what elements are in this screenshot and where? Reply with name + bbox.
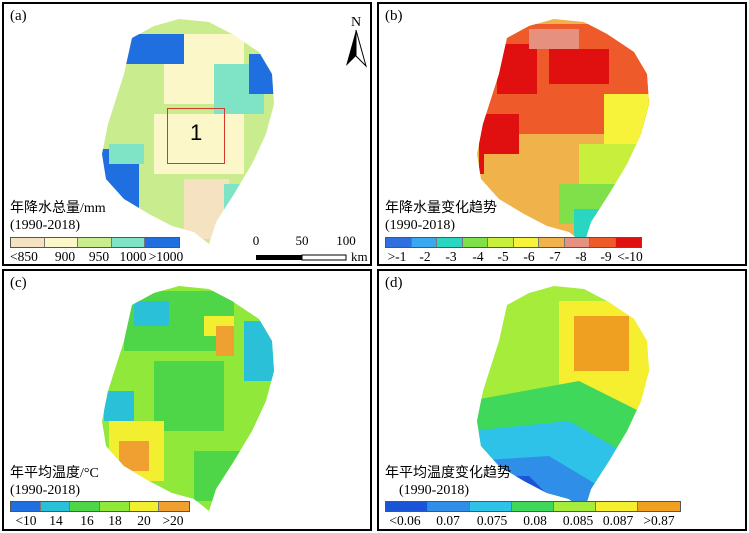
legend-c-tick: <10 [15,513,37,528]
scale-unit: km [351,249,368,264]
legend-b-swatch-7 [539,238,565,247]
legend-a-swatch-2 [44,238,79,247]
legend-b-swatch-6 [513,238,539,247]
panel-c-mean-temperature: (c) 年平均温度/°C (1990-2018) <10 14 16 18 20… [2,269,372,531]
legend-d-tick: 0.085 [562,513,594,528]
legend-a-swatch-1 [11,238,45,247]
map-a [102,19,274,244]
legend-d-swatch-5 [553,502,596,511]
panel-a-precipitation-total: (a) 1 N 年降水总量/mm (1990-2018) <850 900 95… [2,2,372,266]
legend-b-tick: -3 [445,249,457,264]
legend-d-tick: <0.06 [389,513,421,528]
scale-tick-0: 0 [253,234,260,248]
legend-c-swatch-1 [11,502,41,511]
legend-b-tick: -9 [600,249,612,264]
legend-d-tick: >0.87 [643,513,675,528]
legend-d-swatch-3 [469,502,512,511]
legend-c-swatch-2 [40,502,71,511]
panel-b-precipitation-trend: (b) 年降水量变化趋势 (1990-2018) >-1 -2 -3 -4 -5… [377,2,747,266]
legend-c-tick: 16 [80,513,94,528]
legend-a-swatch-3 [78,238,112,247]
legend-a-tick: >1000 [148,249,184,264]
legend-c-swatch-5 [129,502,160,511]
legend-b-swatch-4 [462,238,488,247]
legend-b-title: 年降水量变化趋势 (1990-2018) [385,200,497,234]
legend-b-tick: -8 [575,249,587,264]
legend-b-swatch-2 [411,238,437,247]
legend-c-tick: 14 [49,513,63,528]
legend-d-tick: 0.08 [523,513,547,528]
legend-c-tick: 18 [108,513,122,528]
map-c [102,286,274,511]
legend-d-swatch-4 [511,502,554,511]
panel-d-label: (d) [385,275,403,291]
legend-c-period: (1990-2018) [10,483,80,498]
panel-a-label: (a) [10,8,27,24]
legend-c-title-text: 年平均温度/°C [10,466,99,481]
legend-c-swatch-3 [70,502,100,511]
legend-b-tick: -5 [497,249,509,264]
study-area-label: 1 [190,120,203,145]
legend-a-title-text: 年降水总量/mm [10,201,106,216]
legend-b-tick: -4 [472,249,484,264]
legend-a-tick: 1000 [119,249,147,264]
legend-c-swatch-4 [99,502,130,511]
legend-b-swatch-8 [564,238,590,247]
legend-d-period: (1990-2018) [399,483,469,498]
legend-a-period: (1990-2018) [10,218,80,233]
panel-b-label: (b) [385,8,403,24]
legend-a-swatch-5 [145,238,179,247]
legend-d-tick: 0.075 [476,513,508,528]
legend-d-swatch-6 [595,502,638,511]
legend-b-title-text: 年降水量变化趋势 [385,201,497,216]
legend-d-tick: 0.087 [602,513,634,528]
legend-d-tick: 0.07 [436,513,460,528]
legend-d-swatch-7 [637,502,680,511]
legend-b-swatch-3 [437,238,463,247]
legend-b-tick: -7 [549,249,561,264]
legend-b-tick: -6 [523,249,535,264]
legend-c-title: 年平均温度/°C (1990-2018) [10,465,99,499]
legend-a-tick: 900 [54,249,76,264]
legend-c-colorbar [10,501,190,512]
legend-a-title: 年降水总量/mm (1990-2018) [10,200,106,234]
legend-b-colorbar [385,237,642,248]
legend-a-tick: 950 [88,249,110,264]
panel-d-temperature-trend: (d) 年平均温度变化趋势 (1990-2018) <0.06 0.07 0.0… [377,269,747,531]
legend-d-colorbar [385,501,681,512]
legend-d-swatch-1 [386,502,428,511]
legend-d-title-text: 年平均温度变化趋势 [385,466,511,481]
legend-c-tick: 20 [137,513,151,528]
legend-b-swatch-9 [590,238,616,247]
scale-tick-100: 100 [336,234,356,248]
panel-c-label: (c) [10,275,27,291]
legend-b-period: (1990-2018) [385,218,455,233]
legend-a-tick: <850 [10,249,38,264]
map-b [477,19,649,244]
legend-b-swatch-10 [615,238,641,247]
legend-b-swatch-1 [386,238,412,247]
legend-b-swatch-5 [488,238,514,247]
legend-b-tick: >-1 [387,249,407,264]
north-arrow-label: N [351,15,361,30]
scale-tick-50: 50 [296,234,309,248]
north-arrow-icon: N [346,15,367,68]
legend-c-swatch-6 [159,502,189,511]
legend-d-swatch-2 [427,502,470,511]
legend-b-tick: -2 [419,249,431,264]
legend-a-colorbar [10,237,180,248]
legend-d-title: 年平均温度变化趋势 (1990-2018) [385,465,511,499]
scale-bar: 0 50 100 km [253,234,368,264]
legend-a-swatch-4 [111,238,146,247]
study-area-box [167,108,225,164]
legend-c-tick: >20 [162,513,184,528]
legend-b-tick: <-10 [617,249,643,264]
